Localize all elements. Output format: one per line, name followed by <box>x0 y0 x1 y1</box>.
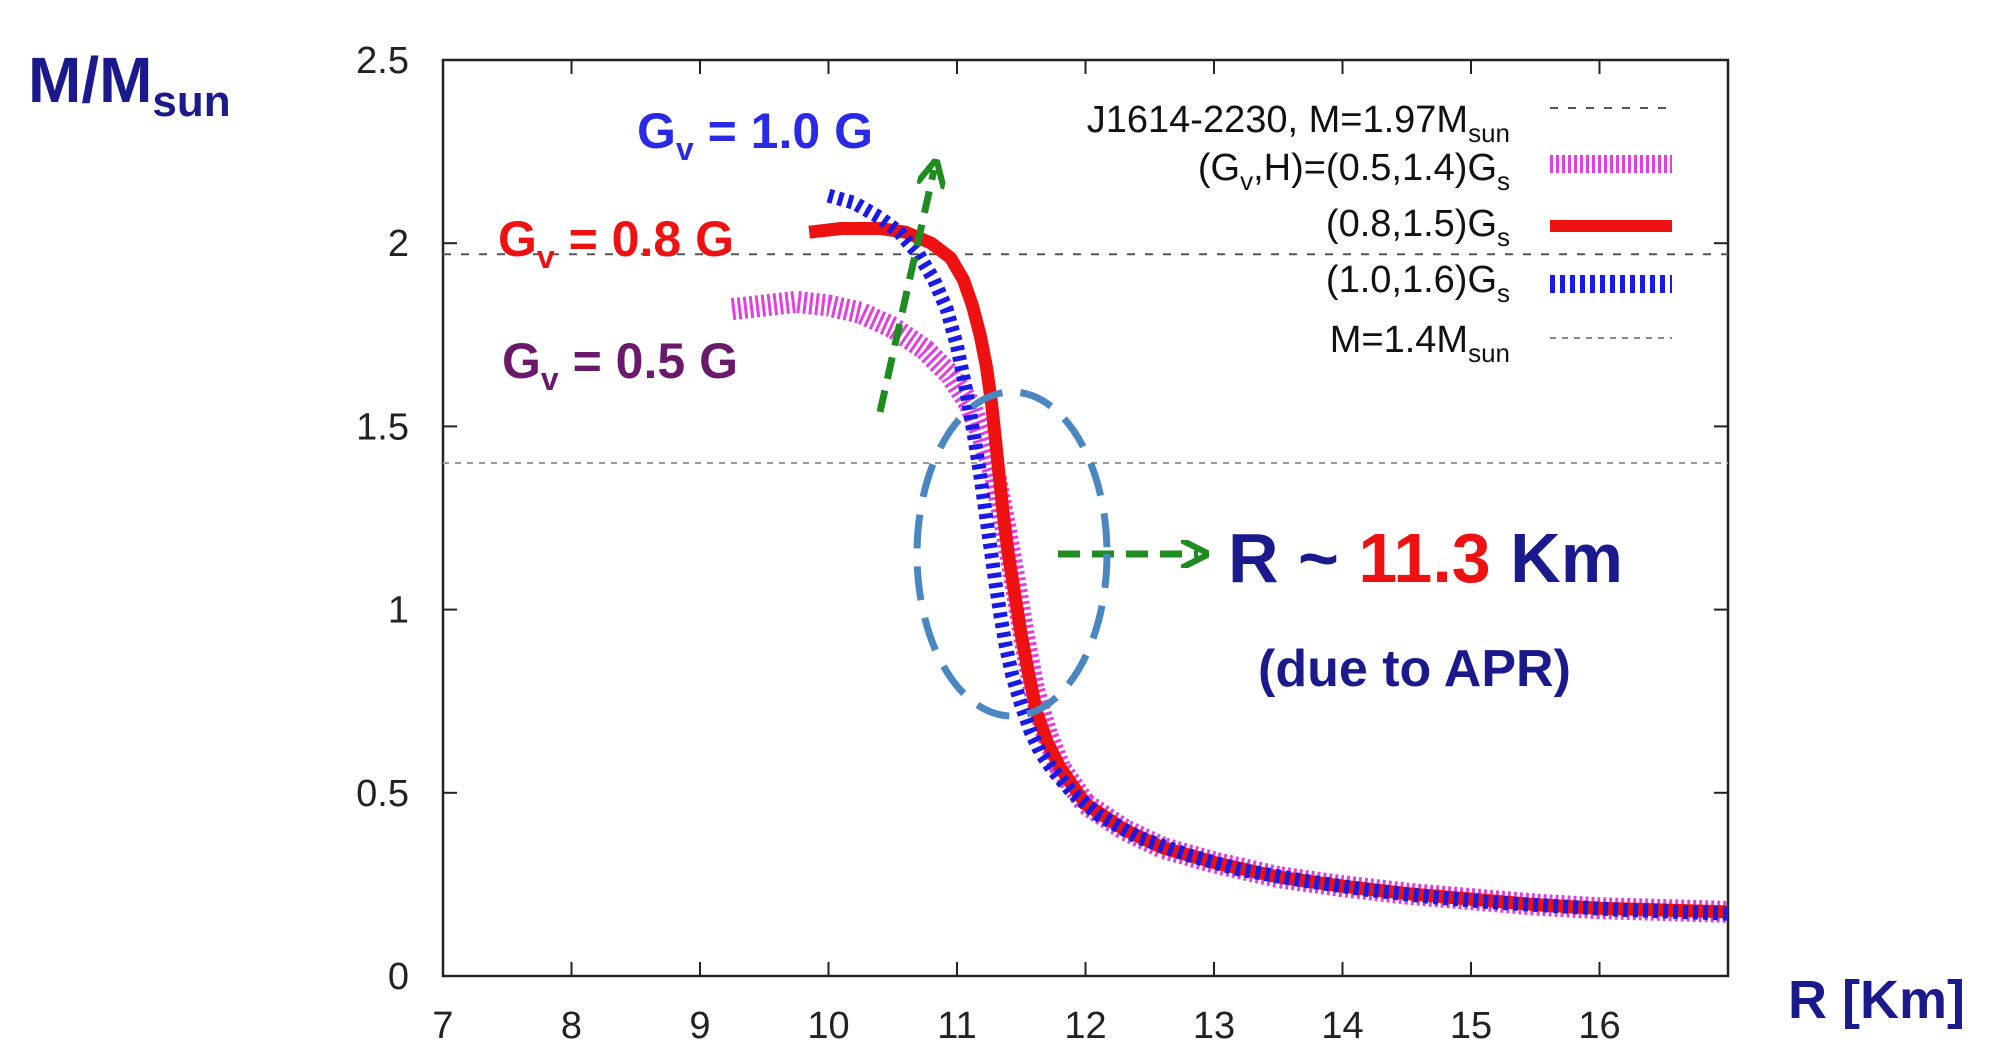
annotation-gv-05-post: = 0.5 G <box>559 333 738 389</box>
annotation-gv-05: Gv = 0.5 G <box>502 333 738 397</box>
plot-frame <box>441 58 1730 978</box>
annotation-gv-10-pre: G <box>637 103 676 159</box>
x-tick-label: 16 <box>1578 1005 1620 1047</box>
legend-label-gv08: (0.8,1.5)Gs <box>1326 203 1510 252</box>
annotation-radius-prefix: R ~ <box>1228 519 1358 597</box>
y-tick-label: 1 <box>388 590 409 632</box>
y-tick-label: 0 <box>388 956 409 998</box>
legend-label-m14: M=1.4Msun <box>1330 319 1510 368</box>
annotation-apr: (due to APR) <box>1258 640 1571 698</box>
x-tick-label: 14 <box>1321 1005 1363 1047</box>
series-curves <box>730 188 1729 923</box>
y-axis-title-sub: sun <box>152 77 230 126</box>
axis-ticks: 7 8 9 10 11 12 13 14 15 16 0 0.5 1 1.5 2 2.5 <box>356 40 1728 1047</box>
y-tick-label: 2 <box>388 223 409 265</box>
legend-label-gv08-s1: s <box>1497 222 1510 252</box>
annotation-gv-10: Gv = 1.0 G <box>637 103 873 167</box>
x-tick-label: 11 <box>937 1005 976 1047</box>
x-tick-label: 9 <box>689 1005 710 1047</box>
y-axis-title: M/Msun <box>28 44 231 126</box>
annotation-radius-suffix: Km <box>1491 519 1623 597</box>
legend-label-gv05: (Gv,H)=(0.5,1.4)Gs <box>1198 147 1510 196</box>
legend-label-gv05-s1: v <box>1240 166 1253 196</box>
annotation-gv-05-pre: G <box>502 333 541 389</box>
x-tick-label: 15 <box>1450 1005 1492 1047</box>
legend-label-j1614-main: J1614-2230, M=1.97M <box>1087 99 1468 141</box>
x-tick-label: 13 <box>1193 1005 1235 1047</box>
legend-label-j1614: J1614-2230, M=1.97Msun <box>1087 99 1510 148</box>
highlight-ellipse <box>913 388 1111 720</box>
legend-label-gv05-p1: (G <box>1198 147 1240 189</box>
annotation-radius-value: 11.3 <box>1358 519 1490 597</box>
x-tick-label: 12 <box>1064 1005 1106 1047</box>
annotation-gv-08: Gv = 0.8 G <box>498 211 734 275</box>
trend-arrow <box>876 170 934 413</box>
annotation-gv-08-sub: v <box>537 239 555 275</box>
legend-label-gv05-p2: ,H)=(0.5,1.4)G <box>1253 147 1497 189</box>
annotation-radius: R ~ 11.3 Km <box>1228 519 1623 597</box>
legend-label-gv05-s2: s <box>1497 166 1510 196</box>
legend-label-m14-sub: sun <box>1468 338 1510 368</box>
annotation-gv-10-sub: v <box>676 131 694 167</box>
y-tick-label: 0.5 <box>356 773 409 815</box>
legend-label-gv08-p1: (0.8,1.5)G <box>1326 203 1497 245</box>
annotation-gv-05-sub: v <box>541 361 559 397</box>
y-tick-label: 1.5 <box>356 406 409 448</box>
series-line-gv-1-0 <box>826 188 1729 921</box>
legend-label-j1614-sub: sun <box>1468 118 1510 148</box>
legend-label-gv10-s1: s <box>1497 278 1510 308</box>
legend-label-m14-main: M=1.4M <box>1330 319 1468 361</box>
y-tick-label: 2.5 <box>356 40 409 82</box>
legend-label-gv10: (1.0,1.6)Gs <box>1326 259 1510 308</box>
x-tick-label: 8 <box>561 1005 582 1047</box>
legend: J1614-2230, M=1.97Msun (Gv,H)=(0.5,1.4)G… <box>1087 99 1672 368</box>
reference-lines <box>443 253 1728 465</box>
legend-label-gv10-p1: (1.0,1.6)G <box>1326 259 1497 301</box>
x-axis-title: R [Km] <box>1788 970 1965 1030</box>
annotation-gv-10-post: = 1.0 G <box>694 103 873 159</box>
y-axis-title-main: M/M <box>28 44 152 116</box>
x-tick-label: 7 <box>432 1005 453 1047</box>
annotation-gv-08-post: = 0.8 G <box>555 211 734 267</box>
x-tick-label: 10 <box>807 1005 849 1047</box>
annotation-gv-08-pre: G <box>498 211 537 267</box>
